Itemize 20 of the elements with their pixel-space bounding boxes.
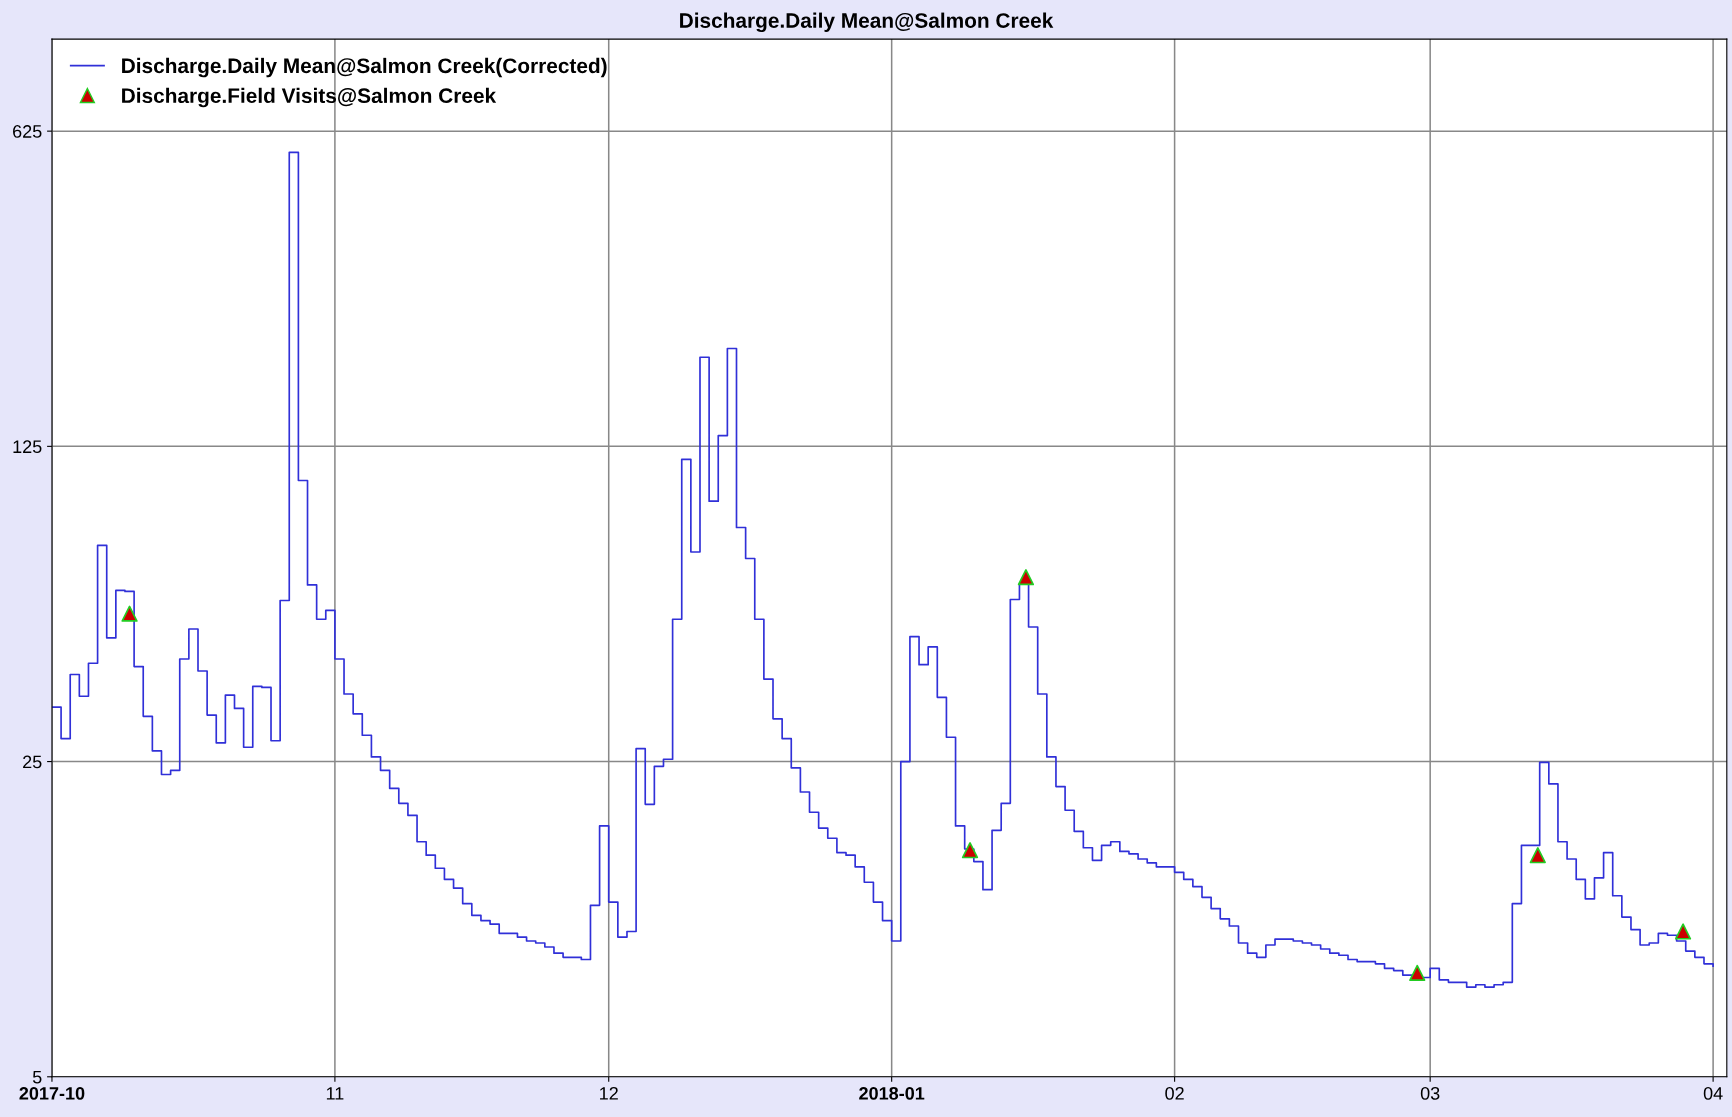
legend-label: Discharge.Field Visits@Salmon Creek [122,87,497,108]
x-tick-label: 11 [326,1087,344,1100]
point [961,842,979,859]
legend-label: Discharge.Daily Mean@Salmon Creek(Corrected) [122,57,607,78]
x-tick-label: 2018-01 [859,1086,925,1100]
y-tick-label: 625 [13,125,42,138]
point [1409,964,1426,981]
point [121,605,138,622]
y-tick-label: 25 [23,755,42,769]
y-tick-label: 125 [13,440,42,454]
x-tick-label: 2017-10 [19,1086,85,1100]
point [1529,847,1546,864]
chart-title: Discharge.Daily Mean@Salmon Creek [680,12,1054,33]
x-tick-label: 03 [1420,1086,1440,1100]
x-tick-label: 12 [600,1086,618,1100]
point [1017,569,1035,586]
x-tick-label: 02 [1165,1086,1184,1100]
x-tick-label: 04 [1703,1086,1723,1100]
point [1674,923,1692,940]
y-tick-label: 5 [32,1070,42,1084]
